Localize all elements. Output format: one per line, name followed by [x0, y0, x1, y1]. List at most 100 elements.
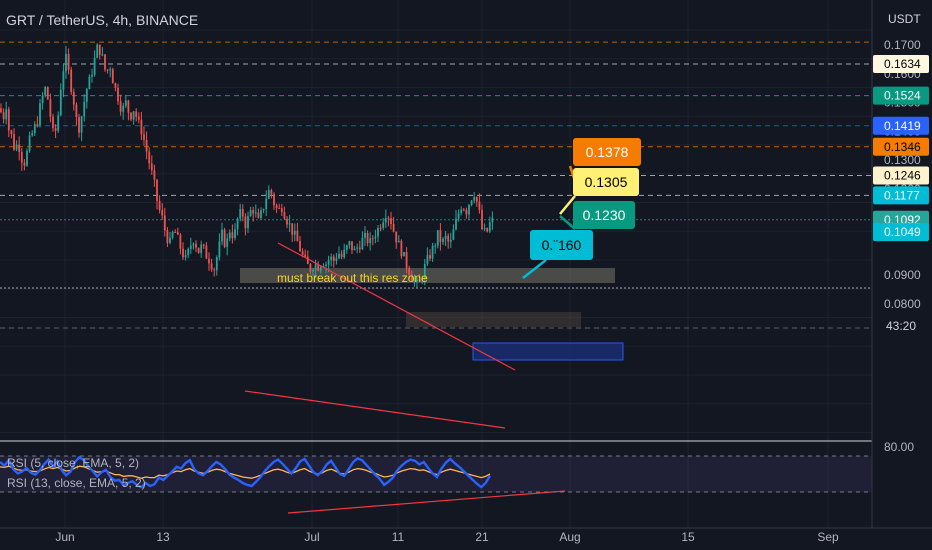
candle-body [436, 230, 439, 246]
candle-body [460, 209, 463, 214]
price-label-text[interactable]: 0.1524 [884, 89, 921, 103]
candle-body [176, 232, 179, 235]
price-label-text[interactable]: 0.1419 [884, 119, 921, 133]
candle-body [371, 238, 374, 240]
candle-body [486, 228, 489, 232]
time-tick-label: 11 [392, 530, 405, 544]
candle-body [156, 179, 158, 201]
candle-body [351, 241, 353, 251]
horizontal-levels[interactable] [0, 41, 872, 329]
price-axis[interactable]: 0.17000.16000.15000.14000.13000.12000.09… [871, 0, 932, 528]
candle-body [221, 229, 223, 242]
candle-body [345, 245, 348, 250]
target-value[interactable]: 0.1378 [586, 144, 629, 160]
price-label-tag[interactable] [873, 166, 929, 185]
candle-body [429, 255, 431, 259]
wedge-lower-line[interactable] [244, 390, 506, 429]
countdown-bg [873, 317, 929, 334]
time-axis[interactable]: Jun 13 Jul 11 21 Aug 15 Sep [0, 527, 932, 544]
candle-body [439, 230, 442, 243]
candle-body [231, 232, 234, 239]
candle-body [13, 134, 15, 150]
annotation-text[interactable]: must break out this res zone [277, 271, 428, 285]
rsi-pane[interactable] [0, 440, 932, 493]
candle-body [46, 87, 49, 100]
candle-body [270, 190, 273, 195]
trendlines[interactable] [244, 242, 566, 514]
callout-pointer[interactable] [559, 195, 576, 215]
callout-pointer[interactable] [559, 215, 576, 230]
price-label-text[interactable]: 0.1634 [884, 57, 921, 71]
target-callout[interactable] [573, 201, 635, 229]
target-callout[interactable] [573, 138, 641, 166]
candle-body [288, 223, 291, 225]
price-label-text[interactable]: 0.1246 [884, 169, 921, 183]
price-label-tag[interactable] [873, 186, 929, 205]
price-label-text[interactable]: 0.1049 [884, 225, 921, 239]
target-value[interactable]: 0.¨160 [542, 237, 582, 253]
wedge-upper-line[interactable] [277, 242, 516, 371]
candle-body [447, 235, 450, 242]
candle-body [153, 170, 156, 180]
target-value[interactable]: 0.1230 [583, 207, 626, 223]
rsi-trendline[interactable] [287, 490, 566, 514]
candle-body [325, 264, 327, 267]
candle-body [179, 234, 182, 249]
target-callout[interactable] [573, 168, 639, 196]
candle-body [171, 231, 174, 238]
candle-body [452, 229, 455, 240]
candle-body [465, 209, 468, 215]
rsi13-label: RSI (13, close, EMA, 5, 2) [7, 476, 146, 490]
candle-body [247, 216, 249, 229]
price-label-text[interactable]: 0.1346 [884, 140, 921, 154]
candle-body [348, 241, 351, 246]
candle-body [244, 216, 247, 229]
zones[interactable] [240, 268, 624, 361]
candle-body [119, 101, 122, 112]
supply-zone[interactable] [406, 312, 581, 327]
candle-body [397, 240, 400, 243]
price-label-tag[interactable] [873, 223, 929, 242]
candle-body [483, 228, 486, 230]
price-label-tag[interactable] [873, 137, 929, 156]
candle-body [301, 251, 304, 255]
candle-body [335, 258, 338, 261]
rsi5-label: RSI (5, close, EMA, 5, 2) [7, 456, 139, 470]
candle-body [226, 238, 229, 247]
candle-body [148, 151, 151, 164]
candle-body [75, 104, 78, 118]
candle-body [228, 232, 231, 239]
callout-pointer[interactable] [522, 259, 547, 279]
candle-body [390, 218, 392, 225]
price-label-tag[interactable] [873, 86, 929, 105]
candle-body [150, 163, 153, 171]
target-value[interactable]: 0.1305 [585, 174, 628, 190]
price-label-tag[interactable] [873, 54, 929, 73]
candle-body [431, 245, 434, 259]
candle-body [169, 237, 171, 243]
price-label-text[interactable]: 0.1177 [884, 188, 920, 202]
candle-body [491, 217, 494, 223]
candle-body [202, 244, 205, 246]
candle-body [78, 117, 80, 133]
candle-body [137, 116, 140, 120]
price-label-tag[interactable] [873, 116, 929, 135]
target-callout[interactable] [530, 230, 593, 260]
candle-body [278, 207, 281, 209]
price-tick-label: 0.0900 [884, 268, 921, 282]
candle-body [145, 139, 148, 152]
candle-body [356, 247, 359, 249]
candle-body [101, 54, 104, 56]
candle-body [163, 215, 166, 231]
candle-body [239, 209, 242, 219]
candle-body [208, 258, 210, 264]
resistance-zone[interactable] [240, 268, 615, 283]
candle-body [111, 69, 114, 84]
candle-body [343, 249, 346, 258]
candle-body [140, 119, 143, 135]
demand-zone[interactable] [472, 342, 624, 361]
candle-body [98, 44, 101, 55]
rsi5-line [0, 455, 492, 489]
